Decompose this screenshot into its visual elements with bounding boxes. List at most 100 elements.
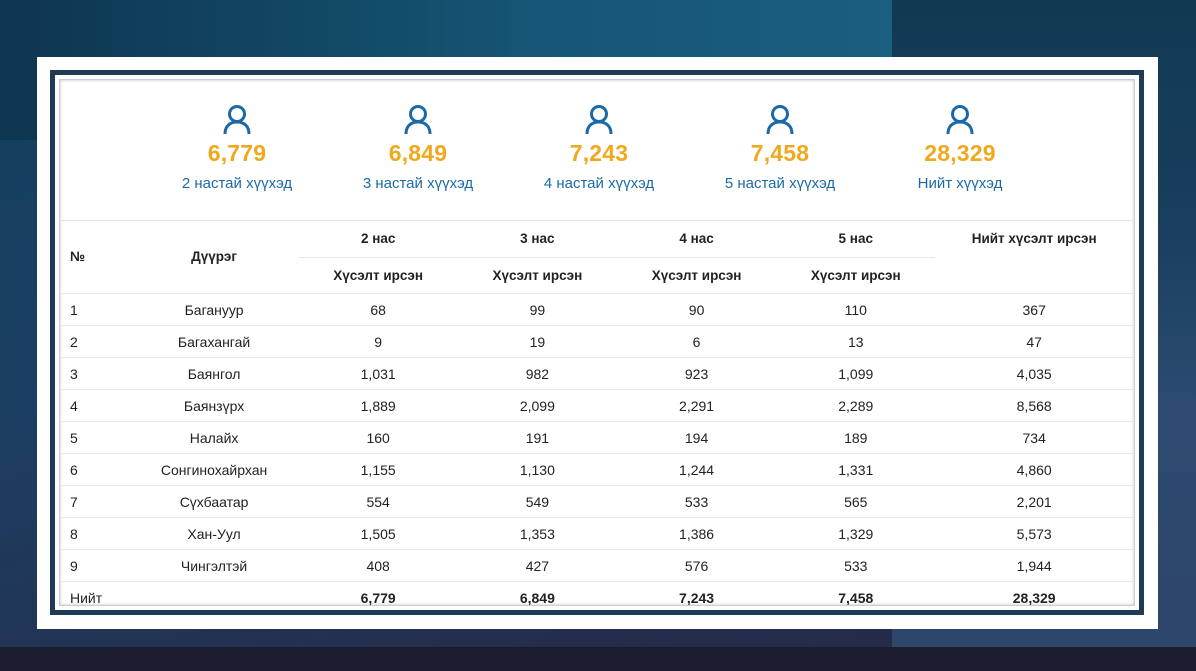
- cell-age-2-total: 6,779: [298, 581, 458, 605]
- stat-label: 2 настай хүүхэд: [181, 175, 293, 192]
- cell-number: 2: [60, 325, 130, 358]
- cell-age-5: 13: [776, 325, 936, 358]
- cell-age-5: 1,099: [776, 357, 936, 390]
- header-district: Дүүрэг: [191, 249, 237, 264]
- cell-total: 5,573: [935, 517, 1133, 550]
- table-row: 8 Хан-Уул 1,505 1,353 1,386 1,329 5,573: [60, 517, 1133, 550]
- cell-age-3: 1,130: [457, 453, 617, 486]
- cell-age-3: 1,353: [457, 517, 617, 550]
- cell-age-4: 923: [616, 357, 777, 390]
- stat-age-5: 7,458 5 настай хүүхэд: [695, 104, 865, 192]
- subheader-requests: Хүсэлт ирсэн: [457, 257, 617, 294]
- cell-total: 47: [935, 325, 1133, 358]
- stat-age-3: 6,849 3 настай хүүхэд: [333, 104, 503, 192]
- header-age-2: 2 нас: [360, 231, 396, 246]
- cell-age-5: 2,289: [776, 389, 936, 422]
- cell-age-2: 160: [298, 421, 458, 454]
- stat-value: 7,458: [750, 140, 810, 166]
- cell-district: Налайх: [129, 421, 299, 454]
- cell-age-5-total: 7,458: [776, 581, 936, 605]
- cell-number: 1: [60, 293, 130, 326]
- cell-total: 1,944: [935, 549, 1133, 582]
- cell-empty: [129, 581, 299, 605]
- stat-value: 28,329: [924, 140, 996, 166]
- cell-age-4: 2,291: [616, 389, 777, 422]
- cell-age-5: 110: [776, 293, 936, 326]
- person-icon: [946, 105, 974, 135]
- table-header-row: № Дүүрэг 2 нас 3 нас 4 нас 5 нас Нийт хү…: [60, 220, 1133, 264]
- person-icon: [223, 105, 251, 135]
- subheader-empty: [935, 258, 1133, 294]
- cell-district: Сүхбаатар: [129, 485, 299, 518]
- cell-number: 3: [60, 357, 130, 390]
- cell-age-5: 533: [776, 549, 936, 582]
- header-age-3: 3 нас: [520, 231, 555, 246]
- person-icon: [404, 105, 432, 135]
- cell-age-4: 1,244: [616, 453, 777, 486]
- cell-total: 4,035: [935, 357, 1133, 390]
- report-panel: 6,779 2 настай хүүхэд 6,849 3 настай хүү…: [59, 79, 1135, 606]
- cell-age-3-total: 6,849: [457, 581, 617, 605]
- cell-age-3: 549: [457, 485, 617, 518]
- cell-age-4: 533: [616, 485, 777, 518]
- table-row: 7 Сүхбаатар 554 549 533 565 2,201: [60, 485, 1133, 518]
- cell-number: 4: [60, 389, 130, 422]
- cell-age-2: 1,155: [298, 453, 458, 486]
- cell-number: 8: [60, 517, 130, 550]
- cell-age-4: 90: [616, 293, 777, 326]
- cell-age-4: 194: [616, 421, 777, 454]
- cell-age-3: 427: [457, 549, 617, 582]
- district-requests-table: № Дүүрэг 2 нас 3 нас 4 нас 5 нас Нийт хү…: [60, 220, 1133, 605]
- stat-age-4: 7,243 4 настай хүүхэд: [514, 104, 684, 192]
- person-icon: [766, 105, 794, 135]
- cell-total: 4,860: [935, 453, 1133, 486]
- stat-label: Нийт хүүхэд: [917, 175, 1003, 192]
- cell-district: Сонгинохайрхан: [129, 453, 299, 486]
- stats-row: 6,779 2 настай хүүхэд 6,849 3 настай хүү…: [60, 80, 1134, 220]
- cell-total: 8,568: [935, 389, 1133, 422]
- cell-district: Баянгол: [129, 357, 299, 390]
- table-row: 6 Сонгинохайрхан 1,155 1,130 1,244 1,331…: [60, 453, 1133, 486]
- stat-value: 6,779: [207, 140, 267, 166]
- cell-age-2: 554: [298, 485, 458, 518]
- cell-age-2: 9: [298, 325, 458, 358]
- table-subheader-row: Хүсэлт ирсэн Хүсэлт ирсэн Хүсэлт ирсэн Х…: [60, 257, 1133, 294]
- cell-district: Баянзүрх: [129, 389, 299, 422]
- cell-total: 734: [935, 421, 1133, 454]
- cell-number: 9: [60, 549, 130, 582]
- cell-district: Багануур: [129, 293, 299, 326]
- cell-age-3: 19: [457, 325, 617, 358]
- header-age-4: 4 нас: [679, 231, 714, 246]
- cell-total: 2,201: [935, 485, 1133, 518]
- table-row: 5 Налайх 160 191 194 189 734: [60, 421, 1133, 454]
- table-row: 3 Баянгол 1,031 982 923 1,099 4,035: [60, 357, 1133, 390]
- cell-age-2: 408: [298, 549, 458, 582]
- cell-age-2: 1,031: [298, 357, 458, 390]
- cell-age-2: 1,889: [298, 389, 458, 422]
- cell-age-3: 2,099: [457, 389, 617, 422]
- table-row: 9 Чингэлтэй 408 427 576 533 1,944: [60, 549, 1133, 582]
- cell-age-5: 189: [776, 421, 936, 454]
- subheader-requests: Хүсэлт ирсэн: [616, 257, 777, 294]
- stat-age-2: 6,779 2 настай хүүхэд: [152, 104, 322, 192]
- cell-number: 6: [60, 453, 130, 486]
- header-number: №: [70, 249, 86, 264]
- cell-age-3: 99: [457, 293, 617, 326]
- header-age-5: 5 нас: [838, 231, 873, 246]
- cell-age-4-total: 7,243: [616, 581, 777, 605]
- stat-label: 5 настай хүүхэд: [724, 175, 836, 192]
- table-row: 1 Багануур 68 99 90 110 367: [60, 293, 1133, 326]
- subheader-requests: Хүсэлт ирсэн: [776, 257, 936, 294]
- cell-age-4: 1,386: [616, 517, 777, 550]
- report-frame: 6,779 2 настай хүүхэд 6,849 3 настай хүү…: [50, 70, 1144, 615]
- cell-age-4: 6: [616, 325, 777, 358]
- cell-age-5: 1,331: [776, 453, 936, 486]
- person-icon: [585, 105, 613, 135]
- stat-total: 28,329 Нийт хүүхэд: [875, 104, 1045, 192]
- cell-age-3: 982: [457, 357, 617, 390]
- stat-label: 4 настай хүүхэд: [543, 175, 655, 192]
- cell-total-label: Нийт: [60, 581, 130, 605]
- cell-age-4: 576: [616, 549, 777, 582]
- table-row: 2 Багахангай 9 19 6 13 47: [60, 325, 1133, 358]
- header-total: Нийт хүсэлт ирсэн: [971, 231, 1097, 247]
